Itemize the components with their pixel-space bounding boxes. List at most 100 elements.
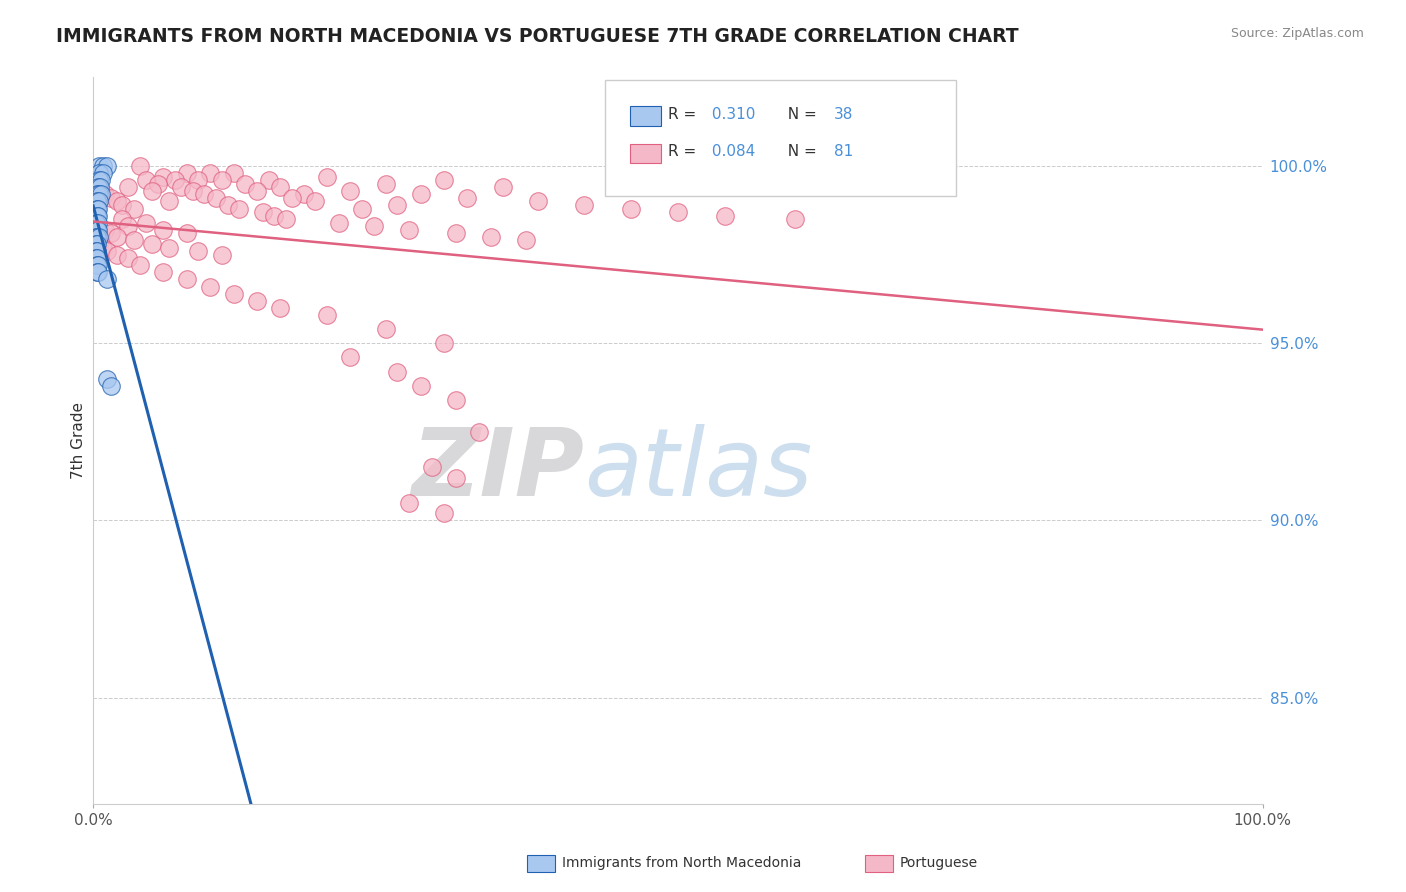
Point bbox=[433, 506, 456, 520]
Point bbox=[141, 237, 163, 252]
Point bbox=[211, 173, 233, 187]
Point bbox=[87, 237, 110, 252]
Point bbox=[257, 173, 280, 187]
Point bbox=[176, 272, 198, 286]
Point bbox=[193, 187, 215, 202]
Point bbox=[105, 247, 128, 261]
Point bbox=[87, 202, 110, 216]
Point bbox=[105, 230, 128, 244]
Point bbox=[87, 223, 110, 237]
Text: 38: 38 bbox=[834, 107, 853, 121]
Point bbox=[176, 227, 198, 241]
Point bbox=[269, 180, 291, 194]
Point bbox=[90, 173, 112, 187]
Point bbox=[91, 159, 114, 173]
Point bbox=[165, 173, 187, 187]
Point bbox=[433, 173, 456, 187]
Point bbox=[170, 180, 193, 194]
Text: IMMIGRANTS FROM NORTH MACEDONIA VS PORTUGUESE 7TH GRADE CORRELATION CHART: IMMIGRANTS FROM NORTH MACEDONIA VS PORTU… bbox=[56, 27, 1019, 45]
Point bbox=[84, 230, 107, 244]
Point bbox=[352, 202, 374, 216]
Text: Source: ZipAtlas.com: Source: ZipAtlas.com bbox=[1230, 27, 1364, 40]
Point bbox=[141, 184, 163, 198]
Point bbox=[713, 209, 735, 223]
Point bbox=[444, 471, 467, 485]
Point bbox=[100, 191, 122, 205]
Point bbox=[117, 180, 139, 194]
Point bbox=[86, 194, 108, 209]
Point bbox=[222, 166, 245, 180]
Point bbox=[105, 194, 128, 209]
Point bbox=[135, 173, 157, 187]
Text: 81: 81 bbox=[834, 145, 853, 159]
Point bbox=[87, 187, 110, 202]
Text: Portuguese: Portuguese bbox=[900, 856, 979, 871]
Point bbox=[877, 159, 900, 173]
Text: 0.084: 0.084 bbox=[707, 145, 755, 159]
Point bbox=[86, 258, 108, 272]
Point bbox=[176, 166, 198, 180]
Point bbox=[181, 184, 204, 198]
Point bbox=[246, 184, 269, 198]
Point bbox=[363, 219, 385, 234]
Point bbox=[339, 351, 361, 365]
Point bbox=[91, 166, 114, 180]
Point bbox=[374, 322, 396, 336]
Text: R =: R = bbox=[668, 145, 702, 159]
Point bbox=[96, 159, 118, 173]
Point bbox=[117, 219, 139, 234]
Point bbox=[157, 241, 180, 255]
Point bbox=[87, 265, 110, 279]
Point bbox=[387, 198, 409, 212]
Point bbox=[87, 194, 110, 209]
Point bbox=[87, 258, 110, 272]
Point bbox=[111, 198, 134, 212]
Point bbox=[87, 173, 110, 187]
Point bbox=[84, 237, 107, 252]
Point bbox=[87, 159, 110, 173]
Point bbox=[233, 177, 256, 191]
Point bbox=[246, 293, 269, 308]
Text: R =: R = bbox=[668, 107, 702, 121]
Point bbox=[515, 234, 537, 248]
Point bbox=[89, 180, 111, 194]
Point bbox=[328, 216, 350, 230]
Point bbox=[409, 378, 432, 392]
Point bbox=[456, 191, 478, 205]
Point bbox=[122, 234, 145, 248]
Point bbox=[269, 301, 291, 315]
Point bbox=[86, 244, 108, 258]
Point bbox=[479, 230, 502, 244]
Y-axis label: 7th Grade: 7th Grade bbox=[72, 402, 86, 479]
Point bbox=[86, 187, 108, 202]
Point bbox=[96, 372, 118, 386]
Point bbox=[187, 173, 209, 187]
Point bbox=[122, 202, 145, 216]
Point bbox=[84, 216, 107, 230]
Point bbox=[100, 378, 122, 392]
Point bbox=[281, 191, 304, 205]
Point bbox=[444, 227, 467, 241]
Point bbox=[86, 223, 108, 237]
Point bbox=[422, 460, 444, 475]
Point bbox=[86, 209, 108, 223]
Point bbox=[157, 194, 180, 209]
Point bbox=[217, 198, 239, 212]
Point bbox=[276, 212, 298, 227]
Point bbox=[783, 212, 806, 227]
Point bbox=[84, 251, 107, 265]
Point bbox=[574, 198, 596, 212]
Point bbox=[444, 392, 467, 407]
Point bbox=[666, 205, 689, 219]
Point bbox=[526, 194, 548, 209]
Point bbox=[316, 308, 339, 322]
Point bbox=[86, 251, 108, 265]
Point bbox=[86, 237, 108, 252]
Point bbox=[198, 279, 221, 293]
Point bbox=[491, 180, 513, 194]
Point bbox=[205, 191, 228, 205]
Point bbox=[292, 187, 315, 202]
Point bbox=[187, 244, 209, 258]
Text: 0.310: 0.310 bbox=[707, 107, 755, 121]
Point bbox=[398, 223, 420, 237]
